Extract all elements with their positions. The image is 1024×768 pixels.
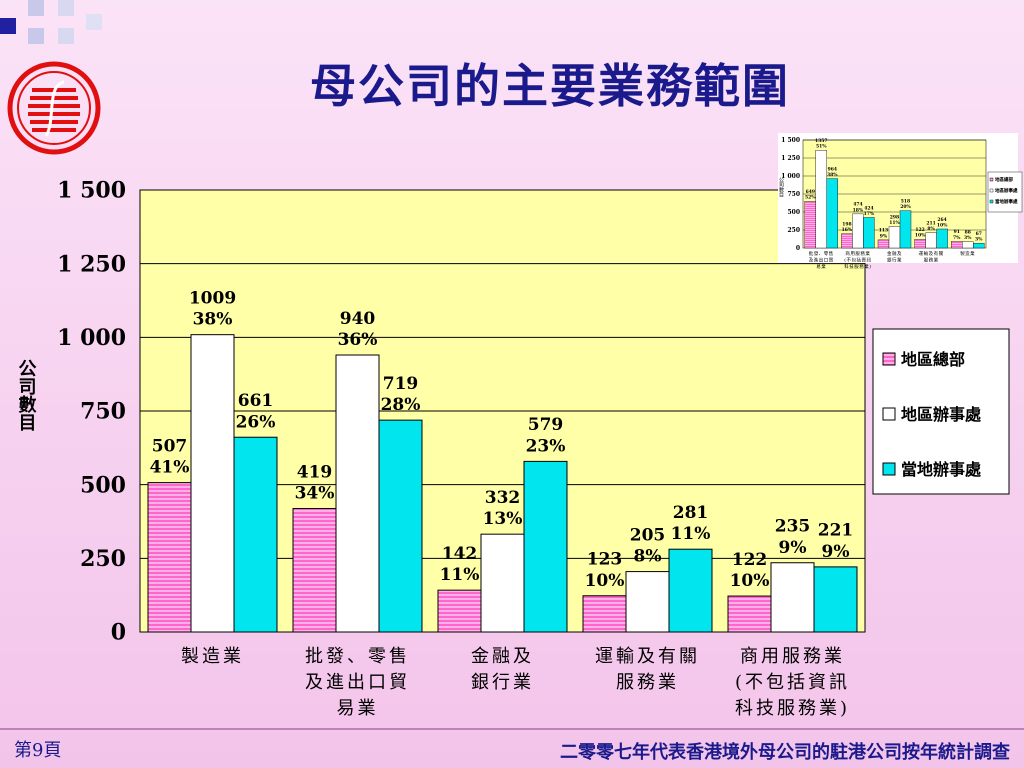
x-category-label: 金融及 bbox=[471, 646, 534, 667]
value-label: 579 bbox=[528, 415, 564, 435]
value-label: 281 bbox=[673, 503, 709, 523]
value-label: 235 bbox=[775, 517, 811, 537]
bar bbox=[147, 482, 192, 633]
percent-label: 38% bbox=[193, 310, 233, 330]
bar bbox=[813, 566, 858, 633]
percent-label: 11% bbox=[440, 565, 480, 585]
percent-label: 11% bbox=[671, 524, 711, 544]
value-label: 123 bbox=[587, 550, 623, 570]
bar bbox=[582, 595, 627, 633]
percent-label: 8% bbox=[634, 547, 662, 567]
bar bbox=[523, 460, 568, 633]
percent-label: 9% bbox=[779, 538, 807, 558]
value-label: 1009 bbox=[189, 288, 236, 308]
percent-label: 10% bbox=[585, 571, 625, 591]
page-title: 母公司的主要業務範圍 bbox=[310, 59, 790, 113]
y-tick-label: 250 bbox=[80, 546, 126, 572]
value-label: 661 bbox=[238, 391, 274, 411]
y-tick-label: 1 000 bbox=[57, 325, 126, 351]
value-label: 940 bbox=[340, 309, 376, 329]
percent-label: 36% bbox=[338, 330, 378, 350]
value-label: 332 bbox=[485, 488, 521, 508]
x-category-label: (不包括資訊 bbox=[735, 672, 850, 693]
value-label: 221 bbox=[818, 521, 854, 541]
percent-label: 13% bbox=[483, 509, 523, 529]
y-tick-label: 500 bbox=[80, 472, 126, 498]
bar bbox=[480, 533, 525, 633]
y-tick-label: 1 500 bbox=[57, 178, 126, 204]
legend-label: 地區總部 bbox=[901, 350, 965, 369]
bar bbox=[233, 436, 278, 633]
bar bbox=[668, 548, 713, 633]
legend-box bbox=[872, 328, 1010, 495]
value-label: 719 bbox=[383, 374, 419, 394]
x-category-label: 服務業 bbox=[616, 672, 679, 693]
x-category-label: 製造業 bbox=[181, 646, 244, 667]
bar bbox=[770, 562, 815, 633]
x-category-label: 批發、零售 bbox=[305, 646, 410, 667]
legend-swatch bbox=[882, 407, 896, 421]
page-number: 第9頁 bbox=[14, 740, 62, 761]
bar bbox=[190, 334, 235, 633]
percent-label: 28% bbox=[381, 395, 421, 415]
x-category-label: 及進出口貿 bbox=[305, 672, 410, 693]
percent-label: 34% bbox=[295, 484, 335, 504]
legend-label: 當地辦事處 bbox=[901, 460, 982, 479]
x-category-label: 商用服務業 bbox=[740, 646, 845, 667]
value-label: 205 bbox=[630, 525, 666, 545]
bar bbox=[727, 595, 772, 633]
bar bbox=[335, 354, 380, 633]
bars bbox=[147, 334, 858, 633]
y-tick-labels: 0 250 500 750 1 000 1 250 1 500 bbox=[57, 178, 126, 646]
percent-label: 41% bbox=[150, 458, 190, 478]
legend-swatch bbox=[882, 352, 896, 366]
bar bbox=[437, 589, 482, 633]
bar bbox=[292, 508, 337, 633]
x-category-label: 易業 bbox=[337, 698, 379, 719]
value-label: 419 bbox=[297, 462, 333, 482]
value-label: 507 bbox=[152, 436, 188, 456]
legend-label: 地區辦事處 bbox=[901, 405, 982, 424]
value-label: 122 bbox=[732, 550, 768, 570]
x-category-label: 科技服務業) bbox=[735, 698, 850, 719]
footer-divider bbox=[0, 728, 1024, 730]
y-tick-label: 0 bbox=[111, 620, 126, 646]
value-label: 142 bbox=[442, 544, 478, 564]
percent-label: 26% bbox=[236, 412, 276, 432]
legend-swatch bbox=[882, 462, 896, 476]
x-category-label: 銀行業 bbox=[471, 672, 534, 693]
y-tick-label: 750 bbox=[80, 399, 126, 425]
bar bbox=[378, 419, 423, 633]
percent-label: 23% bbox=[526, 436, 566, 456]
y-tick-label: 1 250 bbox=[57, 251, 126, 277]
decorative-squares bbox=[0, 0, 102, 44]
bar bbox=[625, 571, 670, 633]
logo bbox=[7, 61, 101, 155]
x-category-label: 運輸及有關 bbox=[595, 646, 700, 667]
y-axis-label: 公司數目 bbox=[16, 359, 37, 431]
footer-source: 二零零七年代表香港境外母公司的駐港公司按年統計調查 bbox=[560, 742, 1010, 763]
percent-label: 9% bbox=[822, 542, 850, 562]
percent-label: 10% bbox=[730, 571, 770, 591]
